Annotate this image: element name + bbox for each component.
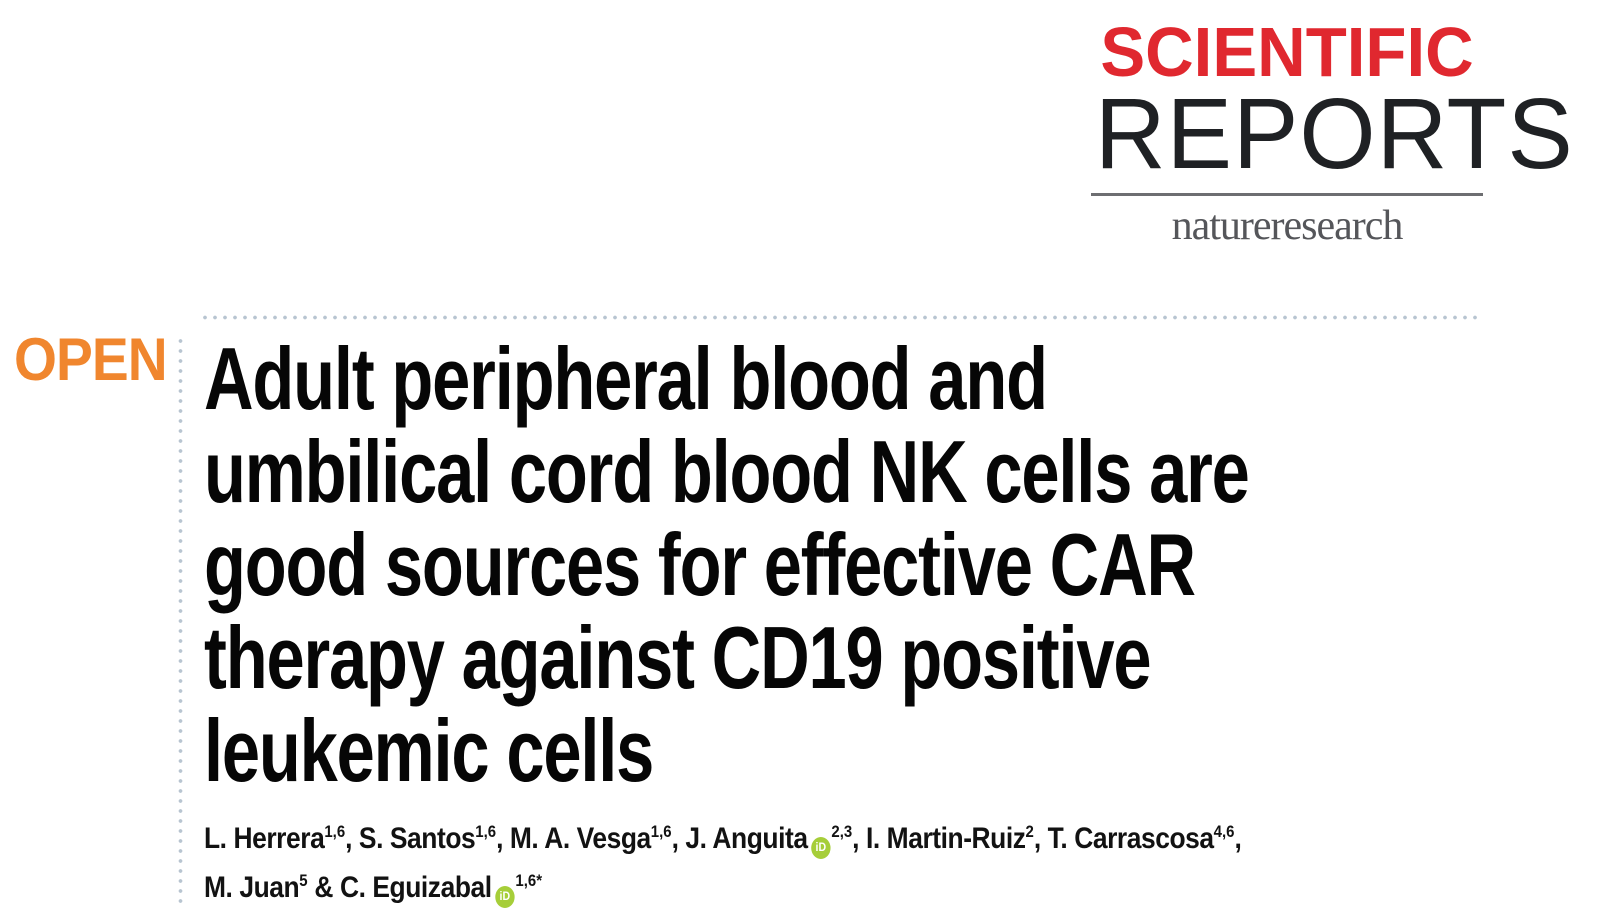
- author-list: L. Herrera1,6, S. Santos1,6, M. A. Vesga…: [204, 816, 1242, 908]
- author-line: L. Herrera1,6, S. Santos1,6, M. A. Vesga…: [204, 816, 1242, 865]
- author-name: T. Carrascosa: [1047, 822, 1214, 855]
- dotted-horizontal-divider: [200, 315, 1482, 320]
- open-access-badge: OPEN: [14, 326, 168, 393]
- article-title-line: good sources for effective CAR: [204, 515, 1196, 614]
- masthead-rule: [1091, 193, 1483, 196]
- author-name: C. Eguizabal: [339, 871, 492, 904]
- author-line: M. Juan5 & C. Eguizabal iD1,6*: [204, 865, 1241, 908]
- author-name: L. Herrera: [204, 822, 325, 855]
- author-name: S. Santos: [358, 822, 476, 855]
- author-affiliation-superscript: 1,6: [650, 822, 672, 841]
- journal-name-scientific: SCIENTIFIC: [1100, 13, 1474, 91]
- author-name: M. A. Vesga: [509, 822, 651, 855]
- author-affiliation-superscript: 4,6: [1213, 822, 1235, 841]
- author-affiliation-superscript: 1,6: [475, 822, 497, 841]
- article-title-line: therapy against CD19 positive: [204, 608, 1152, 707]
- article-title-line: leukemic cells: [204, 701, 654, 800]
- author-affiliation-superscript: 1,6*: [515, 871, 543, 890]
- author-name: M. Juan: [204, 871, 300, 904]
- author-name: I. Martin-Ruiz: [865, 822, 1026, 855]
- author-affiliation-superscript: 5: [299, 871, 308, 890]
- author-name: J. Anguita: [685, 822, 808, 855]
- journal-name-reports: REPORTS: [1094, 78, 1574, 190]
- author-affiliation-superscript: 1,6: [324, 822, 346, 841]
- article-title-line: umbilical cord blood NK cells are: [204, 422, 1250, 521]
- journal-masthead: SCIENTIFIC REPORTS natureresearch: [1091, 13, 1574, 249]
- orcid-icon: iD: [811, 836, 831, 859]
- article-title-line: Adult peripheral blood and: [204, 329, 1048, 428]
- dotted-vertical-divider: [178, 336, 183, 908]
- author-affiliation-superscript: 2,3: [831, 822, 853, 841]
- publisher-logo: natureresearch: [1171, 203, 1404, 249]
- orcid-icon: iD: [495, 885, 515, 908]
- author-affiliation-superscript: 2: [1025, 822, 1034, 841]
- article-title: Adult peripheral blood and umbilical cord…: [204, 329, 1250, 800]
